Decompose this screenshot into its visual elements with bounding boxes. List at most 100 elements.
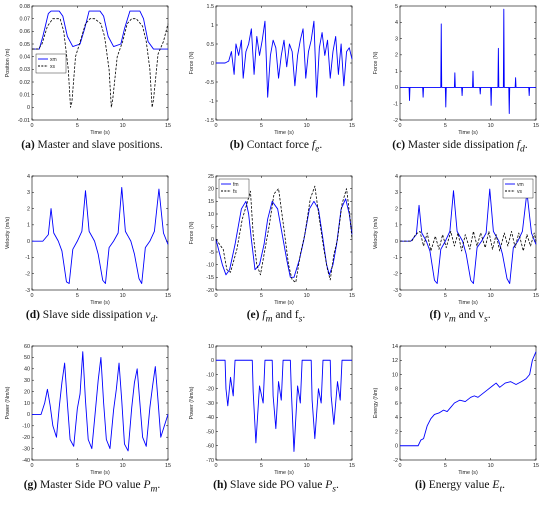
x-tick-label: 15 (533, 123, 539, 129)
y-axis-label: Force (N) (373, 51, 379, 74)
y-tick-label: -60 (206, 444, 214, 450)
caption-f: (f) vm and vs. (429, 309, 491, 325)
x-tick-label: 10 (304, 293, 310, 299)
y-tick-label: -1 (25, 255, 30, 261)
series-line-vs (400, 230, 537, 252)
series-line-main (216, 359, 352, 452)
y-tick-label: 6 (395, 401, 398, 407)
panel-b: 0 5 10 15 -1.5 -1 -0.5 0 0.5 1 1.5 Time (s) Force (N… (186, 0, 366, 165)
x-tick-label: 5 (76, 463, 79, 469)
caption-h: (h) Slave side PO value Ps. (213, 479, 339, 495)
x-tick-label: 15 (533, 293, 539, 299)
y-tick-label: 0 (27, 412, 30, 418)
y-tick-label: -2 (393, 118, 398, 124)
x-tick-label: 5 (444, 463, 447, 469)
x-tick-label: 15 (165, 463, 171, 469)
y-tick-label: 0.04 (20, 54, 31, 60)
y-tick-label: 0.05 (20, 42, 31, 48)
series-line-main (32, 186, 169, 284)
x-tick-label: 0 (399, 463, 402, 469)
x-tick-label: 15 (349, 463, 355, 469)
y-tick-label: 1 (211, 23, 214, 29)
y-tick-label: -40 (206, 415, 214, 421)
x-tick-label: 10 (304, 123, 310, 129)
x-axis-label: Time (s) (458, 300, 478, 306)
panel-a: 0 5 10 15 -0.01 0 0.01 0.02 0.03 0.04 0.05 0.06 0.07… (2, 0, 182, 165)
series-line-main (32, 351, 169, 452)
y-tick-label: 1 (395, 69, 398, 75)
chart-a: 0 5 10 15-0.0100.010.020.030.040.050.060.07… (5, 4, 171, 136)
caption-c: (c) Master side dissipation fd. (392, 139, 528, 155)
plot-area (399, 345, 537, 461)
y-axis-label: Power (Nm/s) (5, 386, 11, 419)
y-tick-label: -20 (206, 387, 214, 393)
y-tick-label: 4 (27, 174, 30, 180)
x-tick-label: 10 (488, 463, 494, 469)
plot-area (31, 175, 169, 291)
y-tick-label: 0.07 (20, 16, 31, 22)
y-tick-label: 10 (208, 212, 214, 218)
x-axis-label: Time (s) (274, 470, 294, 476)
y-tick-label: 0.03 (20, 67, 31, 73)
plot-area (215, 345, 353, 461)
chart-c: 0 5 10 15 -2 -1 0 1 2 3 4 5 Time (s) Force (N) (373, 4, 539, 136)
y-tick-label: 0.01 (20, 92, 31, 98)
x-tick-label: 10 (120, 463, 126, 469)
x-axis-label: Time (s) (90, 130, 110, 136)
y-axis-label: Velocity (m/s) (373, 217, 379, 250)
y-tick-label: 0 (395, 444, 398, 450)
chart-d: 0 5 10 15 -3 -2 -1 0 1 2 3 4 Time (s) Velocity (m/s) (5, 174, 171, 306)
x-tick-label: 15 (165, 293, 171, 299)
y-tick-label: 0 (27, 239, 30, 245)
x-tick-label: 5 (260, 293, 263, 299)
x-tick-label: 0 (399, 123, 402, 129)
y-tick-label: 3 (395, 190, 398, 196)
y-tick-label: -2 (25, 272, 30, 278)
y-tick-label: 0.02 (20, 80, 31, 86)
x-axis-label: Time (s) (90, 300, 110, 306)
y-tick-label: -3 (25, 288, 30, 294)
y-tick-label: 30 (24, 378, 30, 384)
x-tick-label: 10 (120, 123, 126, 129)
y-tick-label: 50 (24, 355, 30, 361)
legend-label: vm (517, 182, 524, 188)
legend-label: xm (50, 57, 57, 63)
y-tick-label: -0.5 (205, 80, 214, 86)
series-line-main (400, 351, 537, 447)
y-tick-label: -10 (206, 262, 214, 268)
x-tick-label: 5 (76, 293, 79, 299)
y-tick-label: -30 (206, 401, 214, 407)
y-tick-label: 2 (395, 429, 398, 435)
chart-h: 0 5 10 15 -70 -60 -50 -40 -30 -20 -10 0 10 Time (s) Po… (189, 344, 355, 476)
y-tick-label: 3 (395, 36, 398, 42)
panel-e: 0 5 10 15 -20 -15 -10 -5 0 5 10 15 20 25 Time (s) Force… (186, 170, 366, 335)
plot-area (399, 5, 537, 121)
x-tick-label: 15 (165, 123, 171, 129)
x-axis-label: Time (s) (274, 130, 294, 136)
y-tick-label: -20 (206, 288, 214, 294)
series-line-main (400, 8, 536, 114)
y-axis-label: Velocity (m/s) (5, 217, 11, 250)
panel-i: 0 5 10 15 -2 0 2 4 6 8 10 12 14 Time (s) Energy (Nm) (… (370, 340, 550, 505)
x-tick-label: 10 (488, 123, 494, 129)
chart-f: 0 5 10 15 -3 -2 -1 0 1 2 3 4 Time (s) Velocity (m/s) v… (373, 174, 539, 306)
y-tick-label: 0 (395, 85, 398, 91)
y-tick-label: 5 (211, 224, 214, 230)
y-tick-label: 4 (395, 20, 398, 26)
y-tick-label: 4 (395, 415, 398, 421)
y-tick-label: 0.08 (20, 4, 31, 10)
x-tick-label: 5 (444, 293, 447, 299)
y-tick-label: 0 (211, 358, 214, 364)
y-tick-label: -20 (22, 435, 30, 441)
y-tick-label: -40 (22, 458, 30, 464)
y-tick-label: 20 (208, 186, 214, 192)
x-tick-label: 5 (260, 463, 263, 469)
y-tick-label: 0 (211, 237, 214, 243)
x-tick-label: 5 (260, 123, 263, 129)
y-tick-label: -10 (22, 424, 30, 430)
y-tick-label: 40 (24, 367, 30, 373)
chart-g: 0 5 10 15 -40 -30 -20 -10 0 10 20 30 40 50 60 Time (s) P… (5, 344, 171, 476)
y-tick-label: -3 (393, 288, 398, 294)
x-tick-label: 15 (533, 463, 539, 469)
